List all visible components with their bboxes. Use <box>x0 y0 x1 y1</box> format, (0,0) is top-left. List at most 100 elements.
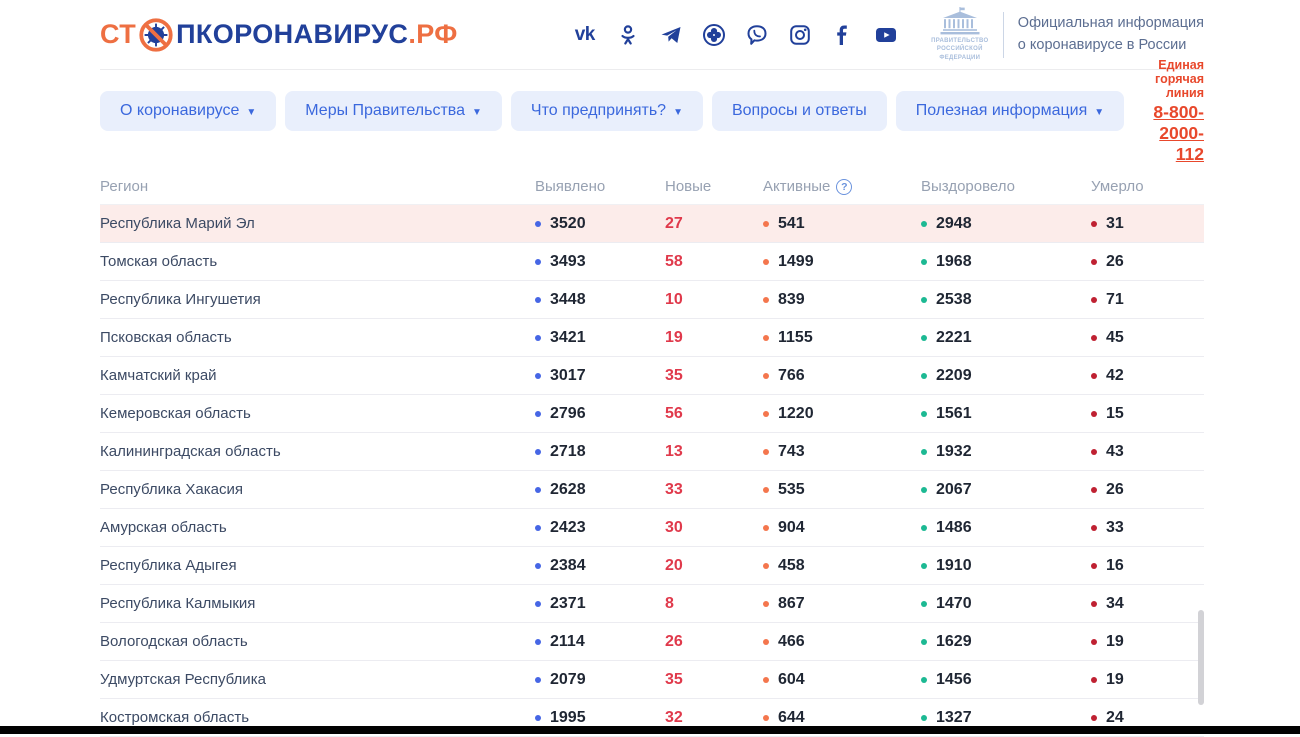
confirmed-cell: 3493 <box>535 253 665 271</box>
died-cell: 19 <box>1091 671 1204 689</box>
col-header-new[interactable]: Новые <box>665 178 712 195</box>
confirmed-dot <box>535 486 541 493</box>
recovered-cell: 1910 <box>921 557 1091 575</box>
region-name: Псковская область <box>100 329 232 346</box>
recovered-dot <box>921 714 927 721</box>
vk-icon[interactable]: vk <box>574 23 596 45</box>
recovered-dot <box>921 410 927 417</box>
active-cell: 1155 <box>763 329 921 347</box>
confirmed-dot <box>535 638 541 645</box>
zen-flower-icon[interactable] <box>701 22 727 48</box>
table-row[interactable]: Вологодская область 2114 26 466 1629 19 <box>100 623 1204 661</box>
confirmed-dot <box>535 258 541 265</box>
table-row[interactable]: Республика Калмыкия 2371 8 867 1470 34 <box>100 585 1204 623</box>
recovered-cell: 1470 <box>921 595 1091 613</box>
died-cell: 31 <box>1091 215 1204 233</box>
active-dot <box>763 296 769 303</box>
died-dot <box>1091 600 1097 607</box>
table-row[interactable]: Республика Ингушетия 3448 10 839 2538 71 <box>100 281 1204 319</box>
recovered-cell: 2067 <box>921 481 1091 499</box>
col-header-recovered[interactable]: Выздоровело <box>921 178 1016 195</box>
died-dot <box>1091 448 1097 455</box>
nav-menu-item[interactable]: О коронавирусе ▼ <box>100 91 277 131</box>
site-logo[interactable]: СТ ПКОРОНАВИРУС .РФ <box>100 16 458 54</box>
died-dot <box>1091 410 1097 417</box>
active-dot <box>763 524 769 531</box>
confirmed-cell: 2423 <box>535 519 665 537</box>
new-cases-cell: 58 <box>665 252 683 270</box>
confirmed-dot <box>535 410 541 417</box>
died-cell: 34 <box>1091 595 1204 613</box>
col-header-died[interactable]: Умерло <box>1091 178 1144 195</box>
new-cases-cell: 20 <box>665 556 683 574</box>
active-cell: 644 <box>763 709 921 727</box>
recovered-cell: 1456 <box>921 671 1091 689</box>
died-dot <box>1091 524 1097 531</box>
region-name: Республика Марий Эл <box>100 215 255 232</box>
col-header-confirmed[interactable]: Выявлено <box>535 178 606 195</box>
nav-menu-item[interactable]: Что предпринять? ▼ <box>510 91 703 131</box>
confirmed-dot <box>535 220 541 227</box>
new-cases-cell: 8 <box>665 594 674 612</box>
nav-menu-item[interactable]: Меры Правительства ▼ <box>285 91 502 131</box>
col-header-region[interactable]: Регион <box>100 178 149 195</box>
table-row[interactable]: Камчатский край 3017 35 766 2209 42 <box>100 357 1204 395</box>
active-cell: 867 <box>763 595 921 613</box>
table-row[interactable]: Амурская область 2423 30 904 1486 33 <box>100 509 1204 547</box>
youtube-icon[interactable] <box>873 22 899 48</box>
table-row[interactable]: Республика Марий Эл 3520 27 541 2948 31 <box>100 205 1204 243</box>
telegram-icon[interactable] <box>658 22 684 48</box>
table-row[interactable]: Псковская область 3421 19 1155 2221 45 <box>100 319 1204 357</box>
col-header-active[interactable]: Активные ? <box>763 178 921 195</box>
recovered-dot <box>921 448 927 455</box>
confirmed-dot <box>535 448 541 455</box>
region-name: Республика Ингушетия <box>100 291 261 308</box>
died-cell: 33 <box>1091 519 1204 537</box>
government-caption: ПРАВИТЕЛЬСТВО РОССИЙСКОЙ ФЕДЕРАЦИИ <box>931 38 989 61</box>
table-row[interactable]: Республика Адыгея 2384 20 458 1910 16 <box>100 547 1204 585</box>
active-cell: 766 <box>763 367 921 385</box>
table-row[interactable]: Калининградская область 2718 13 743 1932… <box>100 433 1204 471</box>
nav-menu-item[interactable]: Полезная информация ▼ <box>895 91 1125 131</box>
hotline-block: Единая горячая линия 8-800-2000-112 <box>1133 58 1204 165</box>
active-cell: 604 <box>763 671 921 689</box>
chevron-down-icon: ▼ <box>246 107 257 118</box>
logo-text-suffix: .РФ <box>408 19 458 49</box>
table-row[interactable]: Республика Хакасия 2628 33 535 2067 26 <box>100 471 1204 509</box>
new-cases-cell: 35 <box>665 670 683 688</box>
logo-text-prefix: СТ <box>100 19 137 49</box>
died-dot <box>1091 714 1097 721</box>
active-cell: 541 <box>763 215 921 233</box>
table-row[interactable]: Кемеровская область 2796 56 1220 1561 15 <box>100 395 1204 433</box>
odnoklassniki-icon[interactable] <box>615 22 641 48</box>
hotline-phone-link[interactable]: 8-800-2000-112 <box>1153 101 1204 164</box>
recovered-cell: 2948 <box>921 215 1091 233</box>
new-cases-cell: 13 <box>665 442 683 460</box>
table-row[interactable]: Томская область 3493 58 1499 1968 26 <box>100 243 1204 281</box>
died-dot <box>1091 334 1097 341</box>
died-cell: 26 <box>1091 481 1204 499</box>
region-name: Амурская область <box>100 519 227 536</box>
recovered-dot <box>921 600 927 607</box>
regions-stats-table: Регион Выявлено Новые Активные ? Выздоро… <box>100 169 1204 737</box>
recovered-cell: 1629 <box>921 633 1091 651</box>
instagram-icon[interactable] <box>787 22 813 48</box>
confirmed-dot <box>535 562 541 569</box>
confirmed-cell: 2384 <box>535 557 665 575</box>
viber-icon[interactable] <box>744 22 770 48</box>
region-name: Томская область <box>100 253 218 270</box>
facebook-icon[interactable] <box>830 22 856 48</box>
site-header: СТ ПКОРОНАВИРУС .РФ vk <box>100 0 1204 70</box>
vertical-scrollbar-thumb[interactable] <box>1198 610 1204 705</box>
new-cases-cell: 32 <box>665 708 683 726</box>
nav-items-host: О коронавирусе ▼ Меры Правительства ▼ Чт… <box>100 91 1133 131</box>
region-name: Республика Калмыкия <box>100 595 256 612</box>
recovered-cell: 2538 <box>921 291 1091 309</box>
table-row[interactable]: Удмуртская Республика 2079 35 604 1456 1… <box>100 661 1204 699</box>
nav-menu-item[interactable]: Вопросы и ответы <box>711 91 887 131</box>
no-virus-icon <box>139 17 173 52</box>
region-name: Калининградская область <box>100 443 281 460</box>
active-help-icon[interactable]: ? <box>836 178 853 195</box>
active-cell: 1220 <box>763 405 921 423</box>
recovered-dot <box>921 334 927 341</box>
